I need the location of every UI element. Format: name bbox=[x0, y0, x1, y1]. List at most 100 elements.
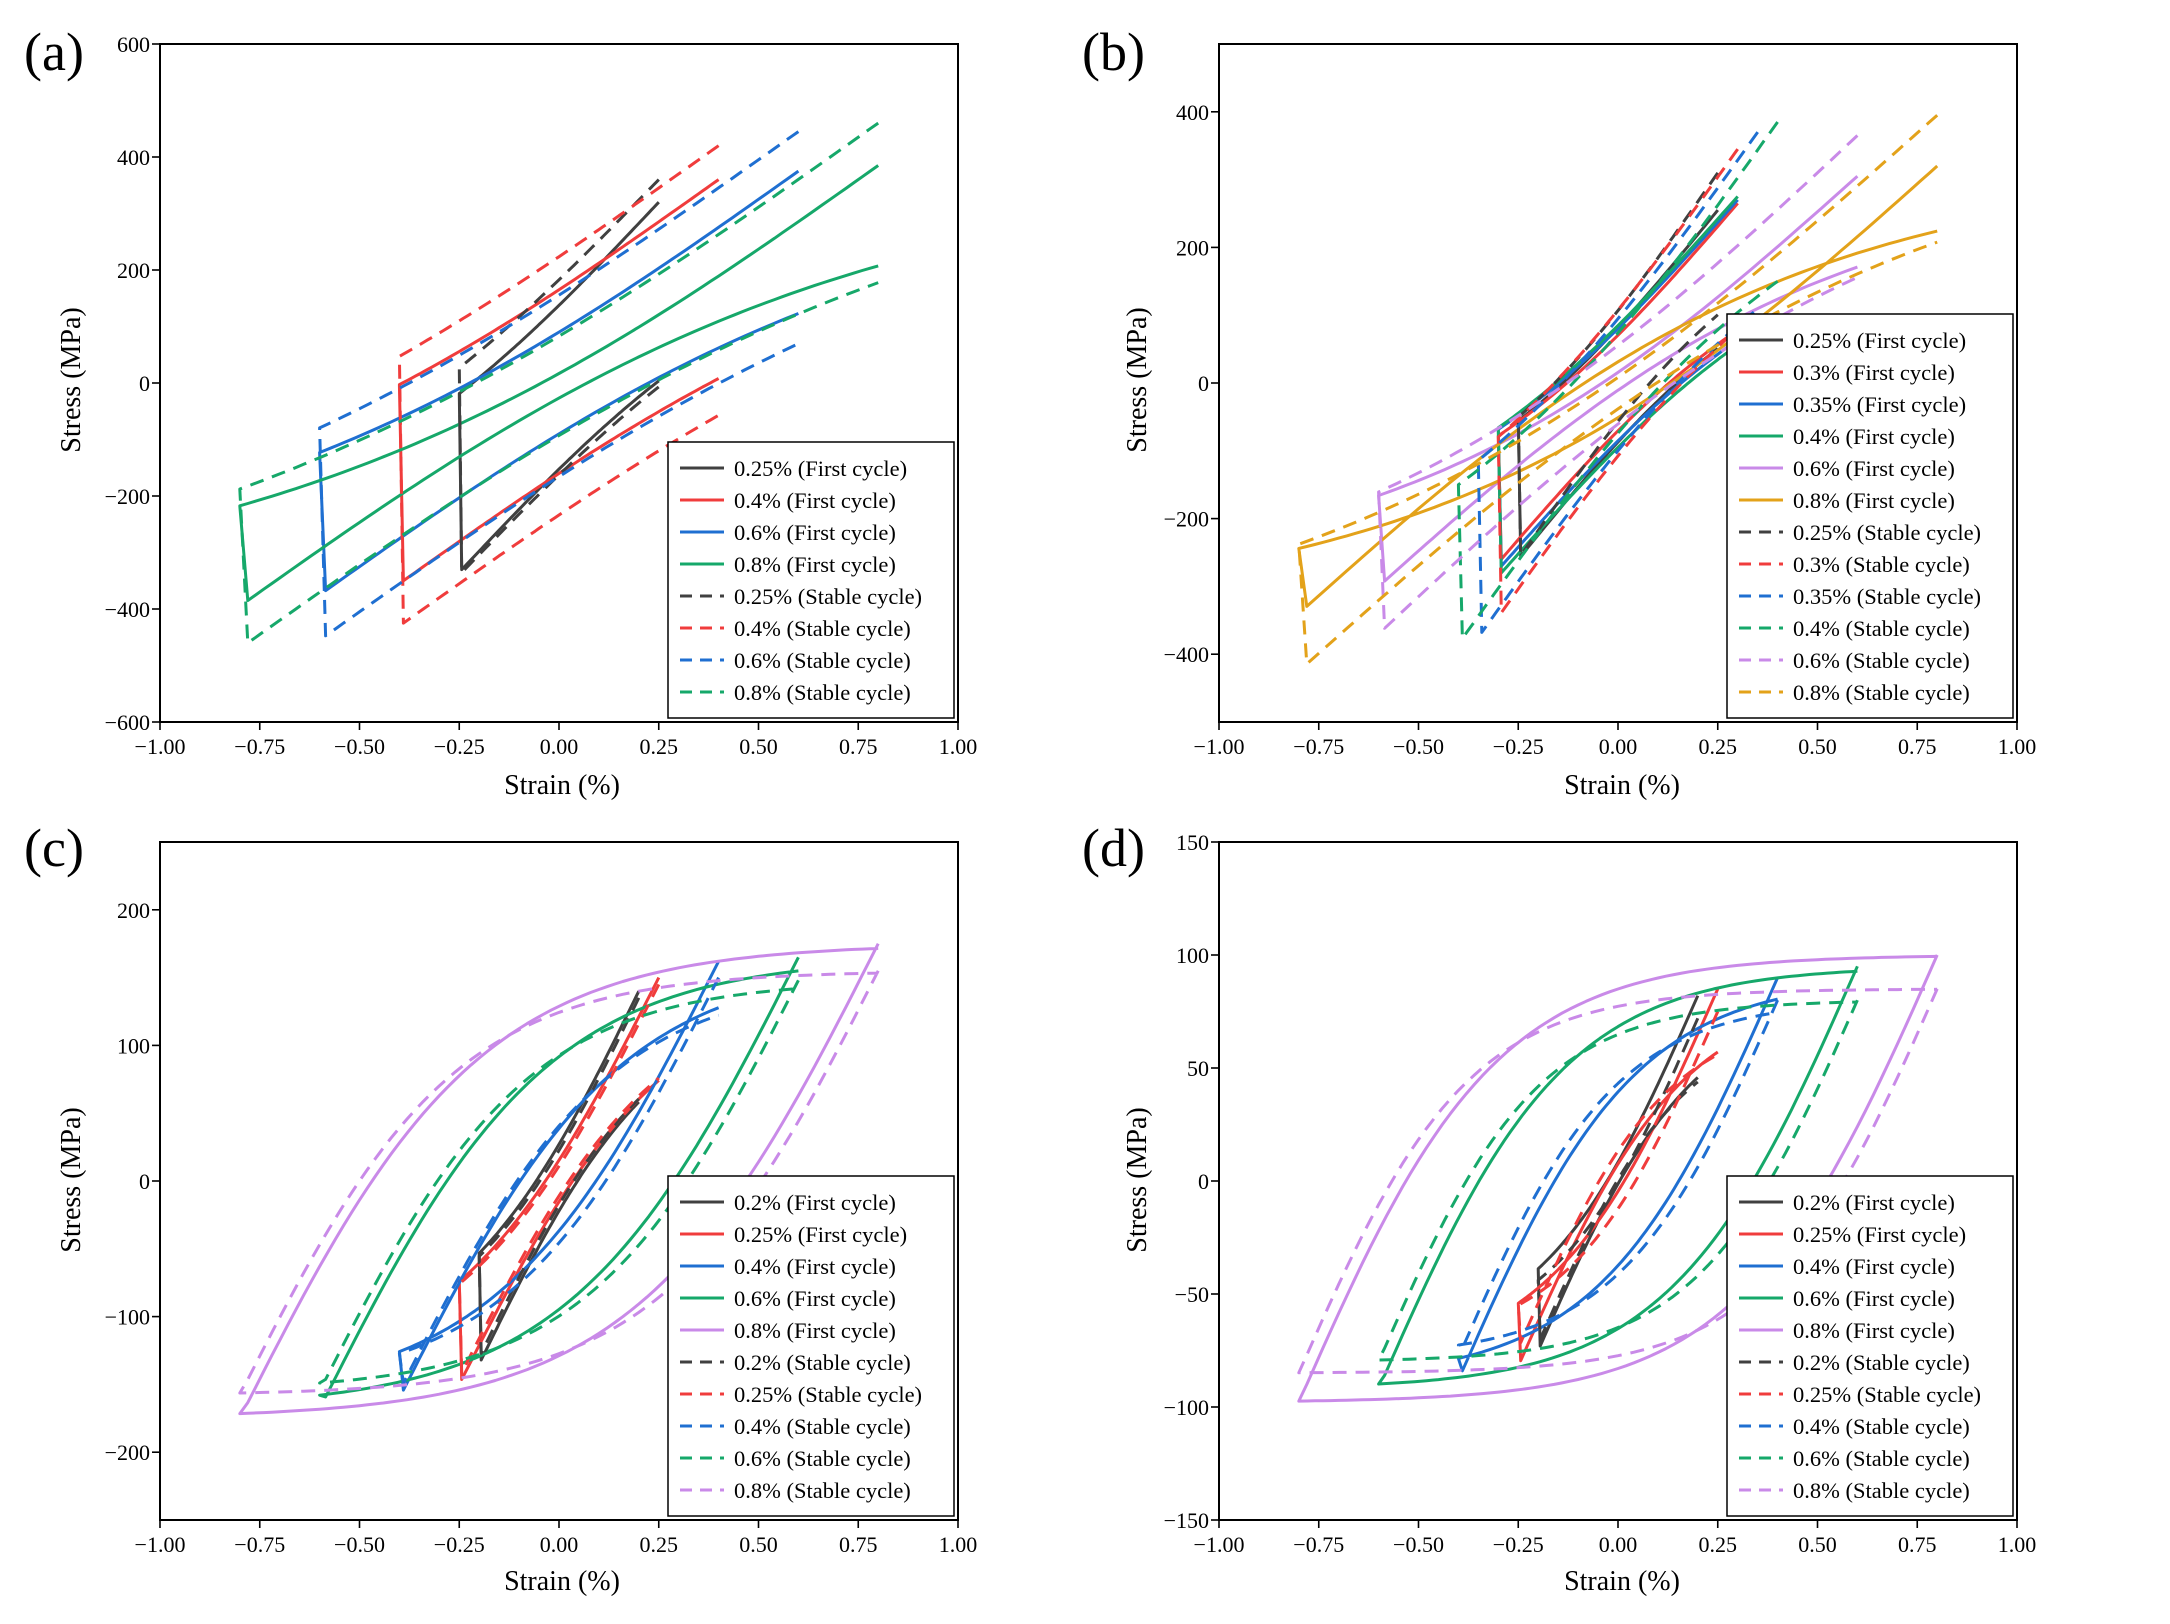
legend-label: 0.6% (First cycle) bbox=[1793, 456, 1955, 481]
legend-label: 0.4% (First cycle) bbox=[734, 1254, 896, 1279]
series-line bbox=[1496, 195, 1739, 575]
x-tick-label: 0.50 bbox=[739, 1532, 778, 1557]
x-tick-label: 0.75 bbox=[839, 1532, 878, 1557]
legend-label: 0.4% (Stable cycle) bbox=[734, 616, 911, 641]
series-line bbox=[238, 121, 880, 645]
legend-label: 0.2% (First cycle) bbox=[734, 1190, 896, 1215]
legend-label: 0.6% (Stable cycle) bbox=[1793, 1446, 1970, 1471]
legend-label: 0.3% (Stable cycle) bbox=[1793, 552, 1970, 577]
legend-label: 0.2% (First cycle) bbox=[1793, 1190, 1955, 1215]
y-axis-title-a: Stress (MPa) bbox=[56, 307, 87, 452]
x-tick-label: −0.50 bbox=[1393, 1532, 1444, 1557]
x-tick-label: 0.50 bbox=[1798, 1532, 1837, 1557]
y-tick-label: 600 bbox=[117, 32, 150, 57]
y-tick-label: −150 bbox=[1164, 1508, 1209, 1533]
legend-label: 0.25% (First cycle) bbox=[1793, 1222, 1966, 1247]
legend: 0.2% (First cycle) 0.25% (First cycle) 0.4… bbox=[667, 1175, 955, 1517]
y-axis-title-d: Stress (MPa) bbox=[1122, 1107, 1153, 1252]
x-axis-title-b: Strain (%) bbox=[1564, 770, 1680, 801]
x-tick-label: −0.25 bbox=[434, 1532, 485, 1557]
y-axis-title-b: Stress (MPa) bbox=[1122, 307, 1153, 452]
series-group bbox=[238, 943, 880, 1416]
y-tick-label: 100 bbox=[1176, 943, 1209, 968]
series-line bbox=[1377, 999, 1859, 1362]
legend-label: 0.4% (First cycle) bbox=[1793, 1254, 1955, 1279]
y-tick-label: 50 bbox=[1187, 1056, 1209, 1081]
series-line bbox=[238, 943, 880, 1416]
x-tick-label: −0.75 bbox=[1293, 1532, 1344, 1557]
legend-label: 0.3% (First cycle) bbox=[1793, 360, 1955, 385]
series-line bbox=[238, 970, 880, 1395]
legend-label: 0.4% (Stable cycle) bbox=[1793, 616, 1970, 641]
legend-label: 0.6% (Stable cycle) bbox=[1793, 648, 1970, 673]
series-line bbox=[1496, 202, 1739, 561]
y-tick-label: 400 bbox=[117, 145, 150, 170]
x-tick-label: −0.50 bbox=[334, 734, 385, 759]
x-tick-label: −0.75 bbox=[234, 734, 285, 759]
series-line bbox=[1496, 198, 1739, 568]
legend-label: 0.25% (Stable cycle) bbox=[734, 584, 922, 609]
x-axis-title-d: Strain (%) bbox=[1564, 1566, 1680, 1597]
series-line bbox=[238, 164, 880, 602]
y-tick-label: −100 bbox=[105, 1305, 150, 1330]
legend-label: 0.8% (First cycle) bbox=[1793, 1318, 1955, 1343]
series-line bbox=[1297, 164, 1939, 608]
y-tick-label: −200 bbox=[1164, 507, 1209, 532]
y-axis-title-c: Stress (MPa) bbox=[56, 1107, 87, 1252]
y-tick-label: −100 bbox=[1164, 1395, 1209, 1420]
x-tick-label: 1.00 bbox=[1998, 734, 2037, 759]
x-tick-label: 1.00 bbox=[939, 1532, 978, 1557]
y-tick-label: 100 bbox=[117, 1033, 150, 1058]
y-tick-label: 200 bbox=[117, 258, 150, 283]
panel-b: (b) Strain (%) Stress (MPa) −1.00 −0.75 −0… bbox=[1082, 22, 2036, 801]
legend-label: 0.4% (Stable cycle) bbox=[1793, 1414, 1970, 1439]
legend-label: 0.6% (Stable cycle) bbox=[734, 648, 911, 673]
legend-label: 0.25% (Stable cycle) bbox=[1793, 1382, 1981, 1407]
series-line bbox=[1536, 1017, 1700, 1341]
series-line bbox=[318, 956, 800, 1399]
plot-frame bbox=[159, 841, 959, 1521]
x-tick-label: 0.75 bbox=[839, 734, 878, 759]
legend-label: 0.8% (Stable cycle) bbox=[734, 1478, 911, 1503]
legend-label: 0.8% (First cycle) bbox=[734, 1318, 896, 1343]
legend-label: 0.8% (First cycle) bbox=[734, 552, 896, 577]
x-tick-label: 1.00 bbox=[939, 734, 978, 759]
y-tick-label: 200 bbox=[117, 898, 150, 923]
x-tick-label: −1.00 bbox=[1194, 734, 1245, 759]
y-tick-label: −200 bbox=[105, 1440, 150, 1465]
series-group bbox=[1297, 114, 1939, 666]
x-tick-label: 0.50 bbox=[1798, 734, 1837, 759]
series-line bbox=[397, 976, 720, 1385]
series-line bbox=[318, 130, 800, 638]
legend-label: 0.2% (Stable cycle) bbox=[734, 1350, 911, 1375]
legend: 0.25% (First cycle) 0.4% (First cycle) 0.6… bbox=[667, 441, 955, 719]
legend-label: 0.35% (Stable cycle) bbox=[1793, 584, 1981, 609]
x-tick-label: 0.50 bbox=[739, 734, 778, 759]
series-line bbox=[1377, 134, 1859, 630]
legend-label: 0.25% (Stable cycle) bbox=[1793, 520, 1981, 545]
x-axis-title-c: Strain (%) bbox=[504, 1566, 620, 1597]
series-line bbox=[457, 983, 661, 1375]
series-line bbox=[1297, 114, 1939, 666]
x-tick-label: 0.00 bbox=[1599, 734, 1638, 759]
legend-label: 0.8% (Stable cycle) bbox=[1793, 1478, 1970, 1503]
plot-frame bbox=[1218, 841, 2018, 1521]
plot-frame bbox=[159, 43, 959, 723]
y-tick-label: −400 bbox=[1164, 642, 1209, 667]
panel-d: (d) Strain (%) Stress (MPa) −1.00 −0.75 −0… bbox=[1082, 818, 2036, 1597]
x-tick-label: −0.25 bbox=[1493, 1532, 1544, 1557]
y-tick-label: −400 bbox=[105, 597, 150, 622]
x-tick-label: −0.75 bbox=[234, 1532, 285, 1557]
legend-label: 0.6% (First cycle) bbox=[734, 520, 896, 545]
x-tick-label: −1.00 bbox=[1194, 1532, 1245, 1557]
x-tick-label: 0.75 bbox=[1898, 1532, 1937, 1557]
x-tick-label: 0.75 bbox=[1898, 734, 1937, 759]
legend-label: 0.8% (Stable cycle) bbox=[1793, 680, 1970, 705]
x-tick-label: 0.00 bbox=[1599, 1532, 1638, 1557]
legend-label: 0.4% (Stable cycle) bbox=[734, 1414, 911, 1439]
legend-label: 0.25% (First cycle) bbox=[734, 456, 907, 481]
x-tick-label: 0.00 bbox=[540, 734, 579, 759]
x-tick-label: −1.00 bbox=[135, 734, 186, 759]
y-tick-label: 200 bbox=[1176, 235, 1209, 260]
